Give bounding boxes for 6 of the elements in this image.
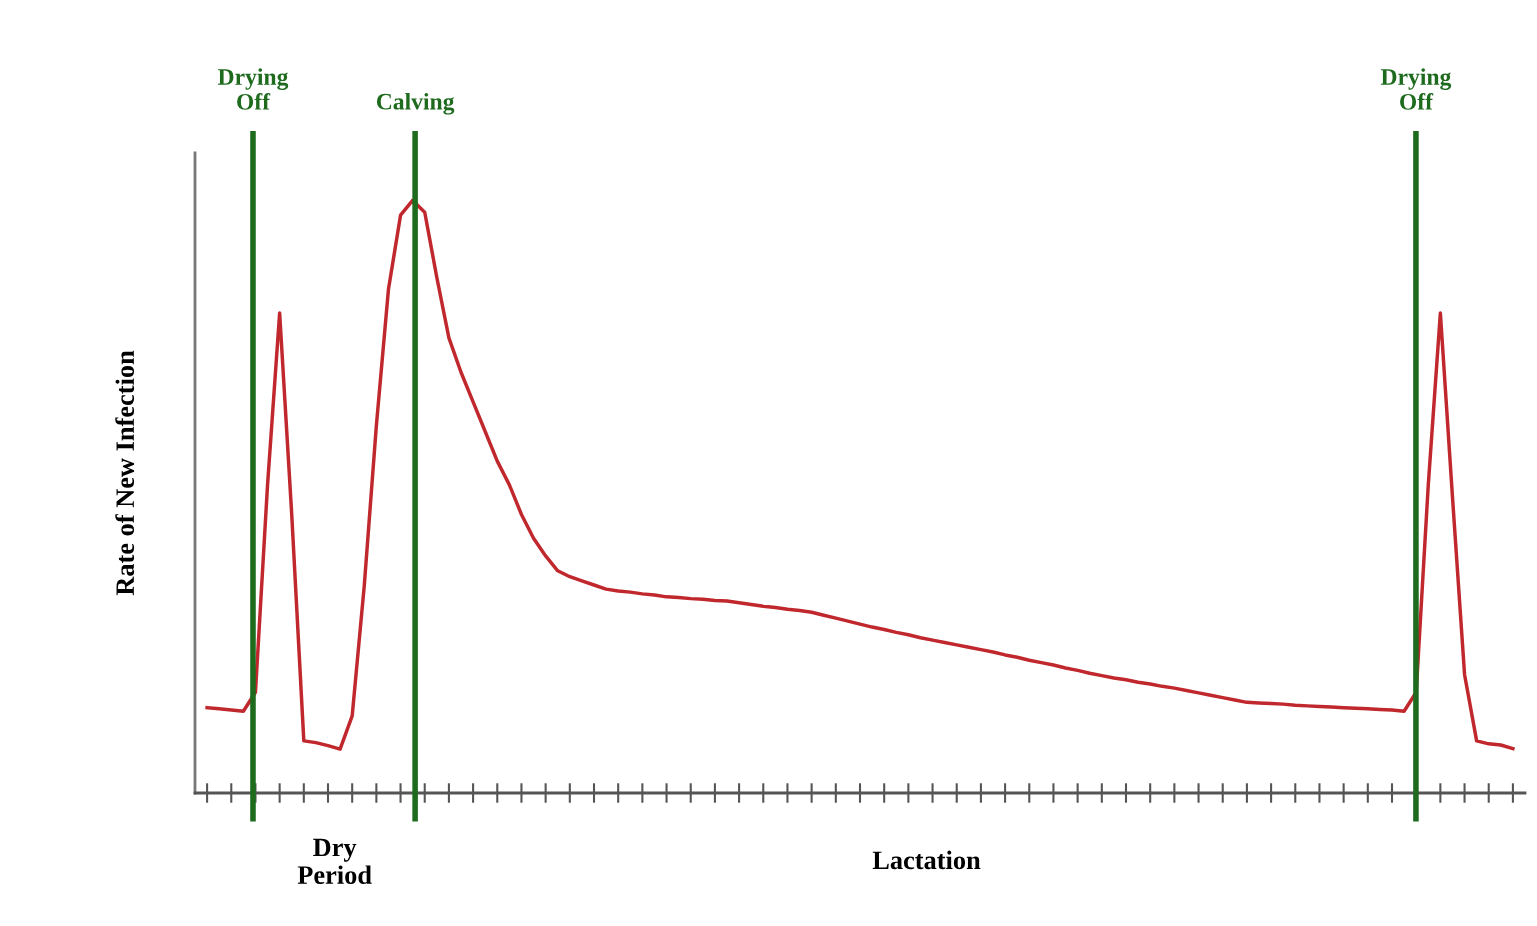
text: Drying Off <box>1380 68 1452 110</box>
y-axis-title: Rate of New Infection <box>115 350 135 596</box>
text: Drying Off <box>217 68 289 110</box>
text: Dry Period <box>297 838 372 884</box>
text: Calving <box>376 93 455 115</box>
text: Lactation <box>872 850 981 870</box>
